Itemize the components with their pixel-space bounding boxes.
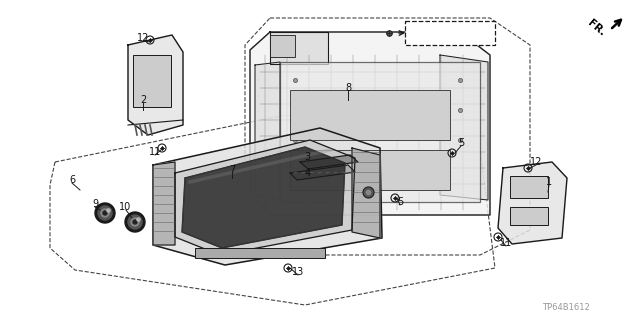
Text: B-17-1: B-17-1 — [436, 28, 468, 38]
Bar — [270, 35, 295, 57]
Polygon shape — [352, 148, 380, 238]
Polygon shape — [300, 155, 358, 169]
Circle shape — [131, 218, 139, 226]
Bar — [290, 150, 450, 190]
Polygon shape — [175, 140, 355, 255]
Text: 11: 11 — [149, 147, 161, 157]
Polygon shape — [153, 162, 175, 245]
Circle shape — [95, 203, 115, 223]
Text: FR.: FR. — [586, 18, 607, 38]
Text: 4: 4 — [305, 168, 311, 178]
Bar — [133, 55, 171, 107]
Bar — [290, 90, 450, 140]
Text: 7: 7 — [229, 165, 235, 175]
Circle shape — [128, 215, 142, 229]
Text: 1: 1 — [546, 177, 552, 187]
Circle shape — [101, 209, 109, 217]
Text: 12: 12 — [530, 157, 542, 167]
Text: 9: 9 — [92, 199, 98, 209]
Polygon shape — [153, 128, 382, 265]
Text: 3: 3 — [304, 152, 310, 162]
Text: 2: 2 — [140, 95, 146, 105]
Text: 8: 8 — [345, 83, 351, 93]
Circle shape — [103, 211, 107, 215]
Bar — [280, 62, 480, 202]
Bar — [195, 248, 325, 258]
Polygon shape — [182, 147, 345, 248]
Text: 10: 10 — [119, 202, 131, 212]
Text: 6: 6 — [69, 175, 75, 185]
Bar — [510, 176, 548, 198]
Bar — [510, 207, 548, 225]
Text: 13: 13 — [292, 267, 304, 277]
Polygon shape — [290, 165, 355, 180]
Text: 12: 12 — [137, 33, 149, 43]
Text: TP64B1612: TP64B1612 — [542, 303, 590, 312]
Text: 5: 5 — [458, 138, 464, 148]
Circle shape — [133, 220, 137, 224]
Polygon shape — [255, 62, 280, 200]
Polygon shape — [128, 35, 183, 135]
Polygon shape — [250, 32, 490, 215]
Polygon shape — [440, 55, 488, 200]
Bar — [270, 32, 328, 64]
Circle shape — [98, 206, 112, 220]
Polygon shape — [498, 162, 567, 244]
FancyBboxPatch shape — [405, 21, 495, 45]
Circle shape — [125, 212, 145, 232]
Text: 11: 11 — [500, 238, 512, 248]
Text: 5: 5 — [397, 197, 403, 207]
